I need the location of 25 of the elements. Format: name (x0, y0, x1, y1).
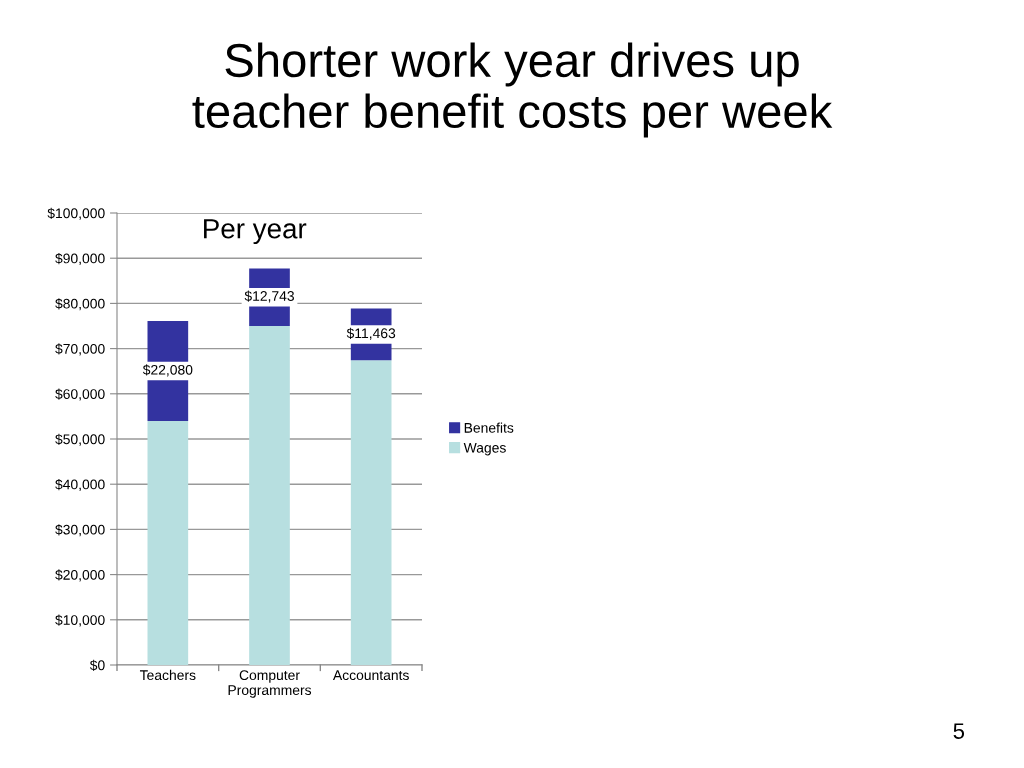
y-tick-label: $20,000 (55, 569, 105, 582)
data-label: $22,080 (142, 364, 193, 377)
x-tick-label: Computer Programmers (228, 670, 312, 698)
data-label: $11,463 (346, 327, 396, 340)
x-tick-label: Teachers (139, 669, 196, 681)
bar (249, 326, 290, 665)
x-tick-label: Accountants (332, 670, 409, 681)
y-tick-label: $10,000 (55, 614, 105, 627)
y-tick-label: $80,000 (55, 298, 105, 311)
y-tick-label: $60,000 (55, 388, 105, 401)
bar (350, 360, 392, 665)
y-tick-label: $90,000 (55, 252, 105, 266)
bar (147, 420, 189, 665)
y-tick-label: $50,000 (55, 433, 105, 446)
legend-label: Benefits (464, 422, 514, 433)
chart-subtitle: Per year (204, 219, 307, 245)
chart-title: Shorter work year drives up teacher benefit costs per week (192, 42, 833, 138)
data-label: $12,743 (244, 290, 294, 303)
y-tick-label: $100,000 (47, 207, 105, 220)
text: 5 (953, 723, 965, 739)
legend-label: Wages (463, 442, 506, 456)
y-tick-label: $70,000 (55, 343, 105, 356)
y-tick-label: $40,000 (55, 478, 105, 492)
y-tick-label: $30,000 (55, 524, 105, 537)
y-tick-label: $0 (89, 659, 105, 671)
